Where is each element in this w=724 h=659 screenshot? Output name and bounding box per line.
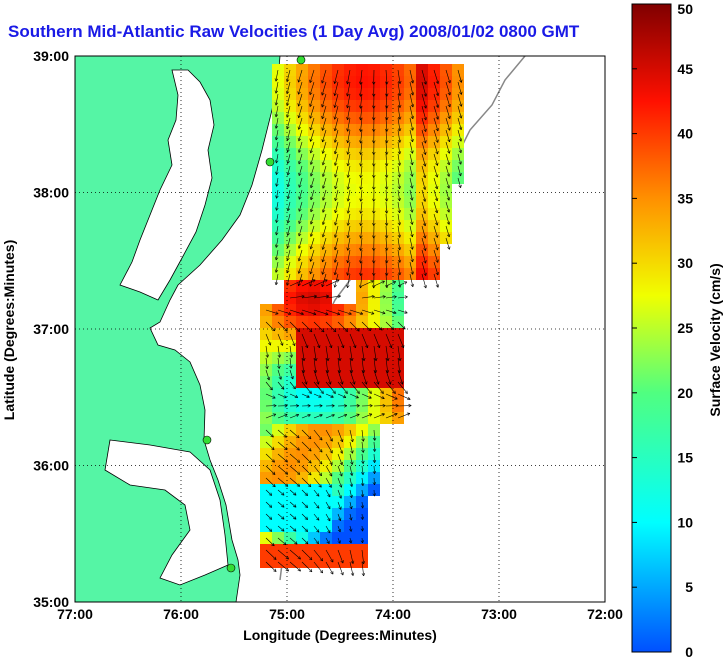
- colorbar-label: Surface Velocity (cm/s): [707, 263, 723, 416]
- colorbar: [631, 3, 672, 653]
- colorbar-tick-label: 20: [677, 385, 693, 401]
- radar-site: [202, 435, 212, 445]
- radar-site: [226, 563, 236, 573]
- x-tick-label: 74:00: [375, 606, 411, 622]
- colorbar-tick-label: 30: [677, 255, 693, 271]
- colorbar-tick-label: 50: [677, 1, 693, 17]
- y-tick-label: 39:00: [33, 48, 69, 64]
- colorbar-tick-label: 45: [677, 61, 693, 77]
- colorbar-tick-label: 40: [677, 126, 693, 142]
- y-tick-label: 36:00: [33, 458, 69, 474]
- x-tick-label: 72:00: [587, 606, 623, 622]
- gridlines: [75, 56, 605, 602]
- velocity-vectors: [265, 69, 463, 577]
- radar-site: [265, 157, 275, 167]
- colorbar-tick-label: 10: [677, 514, 693, 530]
- colorbar-tick-label: 35: [677, 190, 693, 206]
- x-tick-label: 76:00: [163, 606, 199, 622]
- colorbar-tick-label: 25: [677, 320, 693, 336]
- radar-site: [296, 56, 306, 65]
- x-axis-label: Longitude (Degrees:Minutes): [243, 627, 437, 643]
- colorbar-tick-label: 5: [685, 579, 693, 595]
- plot-frame: [74, 55, 606, 603]
- chesapeake-bay: [119, 69, 215, 301]
- pamlico-sound: [104, 439, 229, 586]
- x-tick-label: 77:00: [57, 606, 93, 622]
- y-axis-label: Latitude (Degrees:Minutes): [1, 240, 17, 420]
- y-tick-label: 37:00: [33, 321, 69, 337]
- x-tick-label: 73:00: [481, 606, 517, 622]
- colorbar-tick-label: 0: [685, 644, 693, 659]
- x-tick-label: 75:00: [269, 606, 305, 622]
- colorbar-tick-label: 15: [677, 450, 693, 466]
- y-tick-label: 38:00: [33, 185, 69, 201]
- map-title: Southern Mid-Atlantic Raw Velocities (1 …: [8, 22, 580, 41]
- y-tick-label: 35:00: [33, 594, 69, 610]
